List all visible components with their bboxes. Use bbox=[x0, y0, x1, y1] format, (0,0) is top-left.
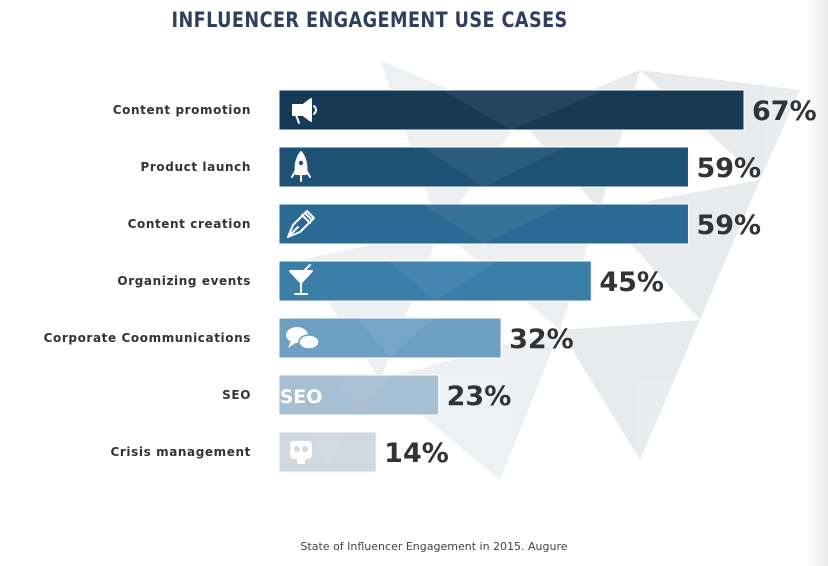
rocket-icon bbox=[291, 151, 311, 182]
bg-facet bbox=[380, 330, 560, 480]
bg-facet bbox=[600, 180, 760, 320]
bar-facet bbox=[422, 204, 566, 244]
category-label: Product launch bbox=[141, 160, 251, 174]
value-label: 32% bbox=[509, 324, 574, 355]
pen-icon bbox=[287, 210, 315, 238]
value-label: 67% bbox=[752, 96, 817, 127]
bar-facet bbox=[356, 318, 435, 358]
bar bbox=[278, 203, 689, 245]
bar bbox=[278, 374, 440, 416]
bar-facet bbox=[441, 90, 605, 130]
bar-facet bbox=[313, 432, 348, 472]
bar bbox=[278, 260, 592, 302]
megaphone-icon bbox=[292, 98, 317, 124]
source-caption: State of Influencer Engagement in 2015. … bbox=[300, 540, 568, 553]
bar bbox=[278, 89, 745, 131]
category-label: Organizing events bbox=[117, 274, 251, 288]
cocktail-icon bbox=[289, 264, 313, 295]
value-label: 45% bbox=[599, 267, 664, 298]
category-label: Corporate Coommunications bbox=[44, 331, 251, 345]
bar-facet bbox=[388, 261, 498, 301]
chart-title: INFLUENCER ENGAGEMENT USE CASES bbox=[171, 8, 568, 32]
category-label: Content promotion bbox=[113, 103, 251, 117]
bar-facet bbox=[422, 147, 566, 187]
category-label: Content creation bbox=[128, 217, 251, 231]
seo-icon: SEO bbox=[280, 386, 323, 408]
bg-facet bbox=[560, 320, 700, 460]
category-label: SEO bbox=[222, 388, 251, 402]
speech-bubbles-icon bbox=[286, 327, 320, 350]
value-label: 14% bbox=[384, 438, 449, 469]
value-label: 23% bbox=[447, 381, 512, 412]
value-label: 59% bbox=[696, 210, 761, 241]
category-label: Crisis management bbox=[110, 445, 251, 459]
skull-icon bbox=[290, 441, 312, 464]
seo-icon-text: SEO bbox=[280, 386, 323, 408]
page-edge-shadow bbox=[808, 0, 828, 566]
bar bbox=[278, 146, 689, 188]
value-label: 59% bbox=[696, 153, 761, 184]
bar-facet bbox=[334, 375, 391, 415]
